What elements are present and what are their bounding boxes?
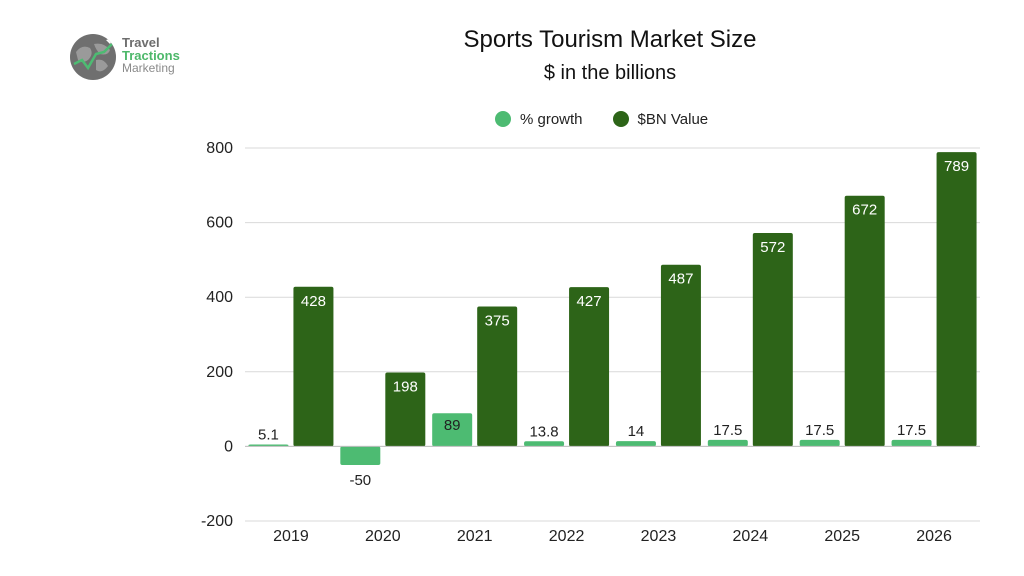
y-tick-label: -200: [201, 513, 233, 530]
x-tick-label: 2023: [641, 528, 677, 545]
value-data-label: 428: [301, 293, 326, 310]
growth-data-label: 14: [628, 423, 645, 440]
value-bar: [385, 372, 426, 447]
growth-data-label: 17.5: [713, 422, 742, 439]
y-tick-label: 0: [224, 438, 233, 455]
logo-text-tractions: Tractions: [122, 48, 180, 63]
x-tick-label: 2026: [916, 528, 952, 545]
value-data-label: 672: [852, 202, 877, 219]
legend-item-growth: % growth: [495, 111, 583, 128]
value-data-label: 789: [944, 158, 969, 175]
growth-bar: [340, 446, 381, 466]
value-data-label: 427: [577, 293, 602, 310]
growth-bar: [891, 439, 932, 447]
growth-data-label: -50: [349, 472, 371, 489]
growth-data-label: 5.1: [258, 426, 279, 443]
value-bar: [936, 152, 977, 447]
x-tick-label: 2022: [549, 528, 585, 545]
chart-subtitle: $ in the billions: [543, 62, 677, 84]
value-data-label: 572: [760, 239, 785, 256]
growth-data-label: 13.8: [529, 423, 558, 440]
chart-title: Sports Tourism Market Size: [463, 26, 757, 53]
logo-text-marketing: Marketing: [122, 61, 175, 75]
value-bar: [752, 233, 793, 447]
value-bar: [477, 306, 518, 447]
y-tick-label: 800: [206, 140, 233, 157]
value-data-label: 198: [393, 379, 418, 396]
value-bar: [569, 287, 610, 447]
chart-legend: % growth $BN Value: [495, 108, 738, 130]
growth-data-label: 89: [444, 417, 461, 434]
legend-swatch-growth: [495, 111, 511, 127]
globe-plane-icon: [70, 34, 116, 80]
y-tick-label: 600: [206, 215, 233, 232]
growth-bar: [432, 413, 473, 447]
y-tick-label: 400: [206, 289, 233, 306]
legend-swatch-value: [612, 111, 629, 127]
value-bar: [293, 286, 334, 447]
value-data-label: 375: [485, 313, 510, 330]
growth-data-label: 17.5: [897, 422, 926, 439]
growth-data-label: 17.5: [805, 422, 834, 439]
value-data-label: 487: [668, 271, 693, 288]
legend-item-value: $BN Value: [612, 110, 709, 128]
legend-label-value: $BN Value: [637, 110, 709, 128]
x-tick-label: 2024: [733, 528, 769, 545]
x-tick-label: 2020: [365, 528, 401, 545]
x-tick-label: 2025: [824, 528, 860, 545]
growth-bar: [524, 441, 565, 447]
value-bar: [844, 195, 885, 447]
legend-label-growth: % growth: [520, 110, 583, 128]
y-tick-label: 200: [206, 364, 233, 381]
value-bar: [660, 264, 701, 447]
growth-bar: [707, 439, 748, 447]
x-tick-label: 2021: [457, 528, 493, 545]
x-tick-label: 2019: [273, 528, 309, 545]
logo: Travel Tractions Marketing: [70, 34, 210, 84]
growth-bar: [615, 441, 656, 447]
growth-bar: [799, 439, 840, 447]
logo-text-travel: Travel: [122, 35, 160, 50]
